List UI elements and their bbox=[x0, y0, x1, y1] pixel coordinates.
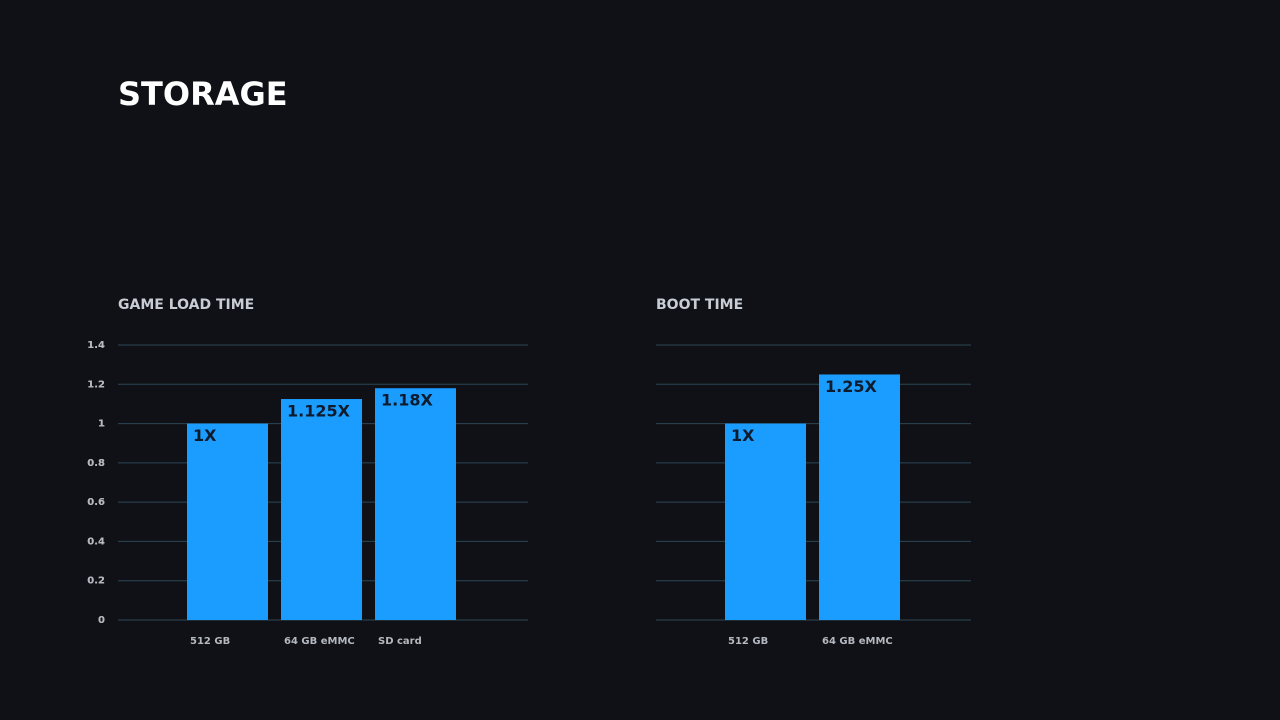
y-tick-label: 1.2 bbox=[87, 379, 105, 390]
bar bbox=[819, 374, 900, 620]
y-tick-label: 0.2 bbox=[87, 576, 105, 587]
y-tick-label: 1 bbox=[98, 419, 105, 430]
bar bbox=[725, 423, 806, 620]
x-tick-label: 512 GB bbox=[728, 636, 768, 647]
data-label: 1.25X bbox=[825, 377, 877, 396]
x-tick-label: SD card bbox=[378, 636, 422, 647]
y-tick-label: 0 bbox=[98, 615, 105, 626]
y-tick-label: 1.4 bbox=[87, 340, 105, 351]
slide-title: STORAGE bbox=[118, 75, 288, 113]
data-label: 1X bbox=[731, 426, 755, 445]
data-label: 1.125X bbox=[287, 402, 351, 421]
y-tick-label: 0.4 bbox=[87, 536, 105, 547]
data-label: 1X bbox=[193, 426, 217, 445]
y-tick-label: 0.6 bbox=[87, 497, 105, 508]
y-tick-label: 0.8 bbox=[87, 458, 105, 469]
bar bbox=[187, 423, 268, 620]
y-tick-label: 0.6 bbox=[87, 497, 105, 508]
x-tick-label: 512 GB bbox=[190, 636, 230, 647]
x-tick-label: 64 GB eMMC bbox=[822, 636, 893, 647]
y-tick-label: 0.2 bbox=[87, 576, 105, 587]
y-tick-label: 1 bbox=[98, 419, 105, 430]
y-tick-label: 1.2 bbox=[87, 379, 105, 390]
y-tick-label: 0.4 bbox=[87, 536, 105, 547]
data-label: 1.18X bbox=[381, 391, 433, 410]
chart-title: GAME LOAD TIME bbox=[118, 297, 254, 313]
y-tick-label: 0 bbox=[98, 615, 105, 626]
chart-title: BOOT TIME bbox=[656, 297, 743, 313]
y-tick-label: 1.4 bbox=[87, 340, 105, 351]
bar bbox=[281, 399, 362, 620]
y-tick-label: 0.8 bbox=[87, 458, 105, 469]
bar bbox=[375, 388, 456, 620]
x-tick-label: 64 GB eMMC bbox=[284, 636, 355, 647]
